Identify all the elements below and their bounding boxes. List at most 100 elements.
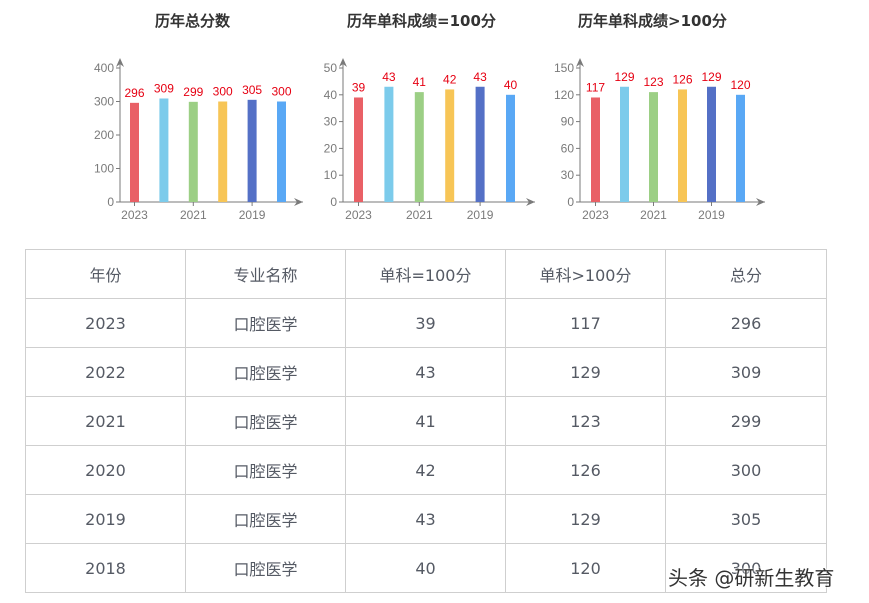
bar-value-label: 40 <box>504 78 518 92</box>
header-major: 专业名称 <box>185 249 346 299</box>
header-year: 年份 <box>25 249 186 299</box>
y-tick-label: 60 <box>561 141 575 155</box>
bar-value-label: 305 <box>242 83 262 97</box>
cell-year: 2019 <box>25 494 186 544</box>
cell-single-gt-100: 126 <box>505 445 666 495</box>
bar-value-label: 300 <box>213 85 233 99</box>
header-single-eq-100: 单科=100分 <box>345 249 506 299</box>
bar-2021 <box>649 92 658 202</box>
table-row: 2023 口腔医学 39 117 296 <box>25 298 827 348</box>
bar-2023 <box>354 97 363 202</box>
bar-value-label: 299 <box>183 85 203 99</box>
chart-title-total: 历年总分数 <box>155 12 231 30</box>
cell-major: 口腔医学 <box>185 396 346 446</box>
bar-2019 <box>247 99 257 202</box>
x-tick-label: 2023 <box>121 208 148 222</box>
cell-major: 口腔医学 <box>185 494 346 544</box>
y-axis-arrow-icon <box>339 58 347 67</box>
table-header-row: 年份 专业名称 单科=100分 单科>100分 总分 <box>25 249 827 299</box>
y-tick-label: 50 <box>324 61 338 75</box>
y-axis-arrow-icon <box>116 58 124 67</box>
cell-year: 2021 <box>25 396 186 446</box>
cell-single-gt-100: 120 <box>505 543 666 593</box>
cell-year: 2022 <box>25 347 186 397</box>
bar-2018 <box>506 94 515 202</box>
bar-2018 <box>736 94 745 202</box>
y-tick-label: 0 <box>107 195 114 209</box>
bar-2020 <box>218 101 228 202</box>
bar-value-label: 117 <box>586 80 605 94</box>
bar-2020 <box>678 89 687 202</box>
bar-2022 <box>384 86 394 202</box>
x-tick-label: 2019 <box>698 208 725 222</box>
table-row: 2019 口腔医学 43 129 305 <box>25 494 827 544</box>
cell-single-eq-100: 43 <box>345 494 506 544</box>
score-table: 年份 专业名称 单科=100分 单科>100分 总分 2023 口腔医学 39 … <box>25 249 827 593</box>
cell-major: 口腔医学 <box>185 298 346 348</box>
bar-value-label: 41 <box>413 75 427 89</box>
x-tick-label: 2023 <box>582 208 609 222</box>
x-tick-label: 2021 <box>406 208 433 222</box>
watermark: 头条 @研新生教育 <box>668 566 835 590</box>
bar-value-label: 120 <box>730 78 750 92</box>
x-tick-label: 2019 <box>467 208 494 222</box>
y-axis-arrow-icon <box>576 58 584 67</box>
bar-2020 <box>445 89 455 202</box>
header-total: 总分 <box>665 249 827 299</box>
cell-single-eq-100: 39 <box>345 298 506 348</box>
y-tick-label: 30 <box>561 168 575 182</box>
y-tick-label: 20 <box>324 141 338 155</box>
cell-total: 300 <box>665 445 827 495</box>
y-tick-label: 400 <box>94 61 114 75</box>
cell-year: 2020 <box>25 445 186 495</box>
y-tick-label: 150 <box>554 61 574 75</box>
cell-total: 300 <box>665 543 827 593</box>
y-tick-label: 300 <box>94 95 114 109</box>
bar-2022 <box>159 98 169 202</box>
bar-2021 <box>188 101 198 202</box>
x-tick-label: 2019 <box>239 208 266 222</box>
bar-value-label: 126 <box>672 72 692 86</box>
table-row: 2022 口腔医学 43 129 309 <box>25 347 827 397</box>
x-axis-arrow-icon <box>756 198 765 206</box>
y-tick-label: 90 <box>561 115 575 129</box>
cell-single-gt-100: 129 <box>505 347 666 397</box>
bar-chart-single-eq-100: 0 10 20 30 40 50 39 2023 43 41 2021 42 43 2019 40 <box>324 58 535 222</box>
cell-total: 296 <box>665 298 827 348</box>
bar-value-label: 123 <box>643 75 663 89</box>
bar-2021 <box>414 92 424 202</box>
cell-major: 口腔医学 <box>185 543 346 593</box>
y-tick-label: 30 <box>324 115 338 129</box>
cell-single-eq-100: 43 <box>345 347 506 397</box>
y-tick-label: 200 <box>94 128 114 142</box>
table-row: 2020 口腔医学 42 126 300 <box>25 445 827 495</box>
cell-single-eq-100: 42 <box>345 445 506 495</box>
bar-chart-single-gt-100: 0 30 60 90 120 150 117 2023 129 123 2021 126 129 2019… <box>554 58 765 222</box>
x-tick-label: 2021 <box>640 208 667 222</box>
cell-major: 口腔医学 <box>185 347 346 397</box>
x-axis-arrow-icon <box>526 198 535 206</box>
bar-value-label: 42 <box>443 72 457 86</box>
chart-title-single-100: 历年单科成绩=100分 <box>347 12 496 30</box>
y-tick-label: 120 <box>554 88 574 102</box>
y-tick-label: 40 <box>324 88 338 102</box>
table-row: 2018 口腔医学 40 120 300 <box>25 543 827 593</box>
bar-2018 <box>277 101 286 202</box>
y-tick-label: 0 <box>330 195 337 209</box>
cell-single-gt-100: 123 <box>505 396 666 446</box>
bar-value-label: 300 <box>271 85 291 99</box>
y-tick-label: 100 <box>94 162 114 176</box>
y-tick-label: 10 <box>324 168 338 182</box>
bar-chart-total-score: 0 100 200 300 400 296 2023 309 299 2021 300 305 2019… <box>94 58 303 222</box>
cell-total: 309 <box>665 347 827 397</box>
bar-value-label: 309 <box>154 81 174 95</box>
bar-2022 <box>620 86 629 202</box>
bar-2023 <box>591 97 600 202</box>
cell-total: 305 <box>665 494 827 544</box>
cell-total: 299 <box>665 396 827 446</box>
cell-year: 2023 <box>25 298 186 348</box>
cell-single-eq-100: 40 <box>345 543 506 593</box>
bar-value-label: 39 <box>352 80 366 94</box>
table-row: 2021 口腔医学 41 123 299 <box>25 396 827 446</box>
chart-title-single-over-100: 历年单科成绩>100分 <box>578 12 727 30</box>
